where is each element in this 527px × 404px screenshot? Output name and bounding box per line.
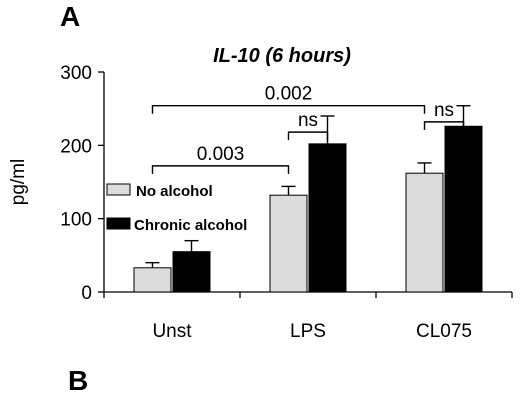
plot-area: 0 100 200 300 Unst LPS CL075 0.003 ns 0.002 ns bbox=[60, 63, 513, 342]
y-tick-label: 100 bbox=[60, 210, 92, 231]
significance-bracket bbox=[151, 165, 290, 174]
significance-label: ns bbox=[298, 110, 318, 131]
legend-swatch-chronic-alcohol bbox=[106, 217, 131, 230]
y-axis-label: pg/ml bbox=[8, 159, 29, 205]
chart-title: IL-10 (6 hours) bbox=[213, 45, 351, 67]
significance-label: ns bbox=[434, 100, 454, 121]
significance-label: 0.003 bbox=[197, 144, 245, 165]
legend-label-chronic-alcohol: Chronic alcohol bbox=[134, 217, 247, 234]
x-tick-label: Unst bbox=[152, 321, 192, 342]
significance-bracket bbox=[287, 131, 329, 141]
bar bbox=[308, 143, 347, 293]
significance-bracket bbox=[151, 105, 426, 114]
bar bbox=[269, 194, 308, 293]
legend: No alcohol Chronic alcohol bbox=[106, 183, 247, 234]
y-tick-label: 200 bbox=[60, 136, 92, 157]
bar bbox=[405, 172, 444, 293]
significance-label: 0.002 bbox=[265, 84, 313, 105]
significance-bracket bbox=[423, 121, 465, 130]
panel-label-a: A bbox=[60, 1, 80, 32]
legend-label-no-alcohol: No alcohol bbox=[136, 183, 213, 200]
bar bbox=[444, 125, 483, 293]
y-tick-label: 0 bbox=[81, 283, 92, 304]
panel-label-b: B bbox=[68, 365, 88, 396]
bar bbox=[172, 251, 211, 293]
legend-swatch-no-alcohol bbox=[106, 183, 131, 196]
bar bbox=[133, 267, 172, 293]
x-tick-label: CL075 bbox=[416, 321, 472, 342]
y-tick-label: 300 bbox=[60, 63, 92, 84]
x-tick-label: LPS bbox=[290, 321, 326, 342]
